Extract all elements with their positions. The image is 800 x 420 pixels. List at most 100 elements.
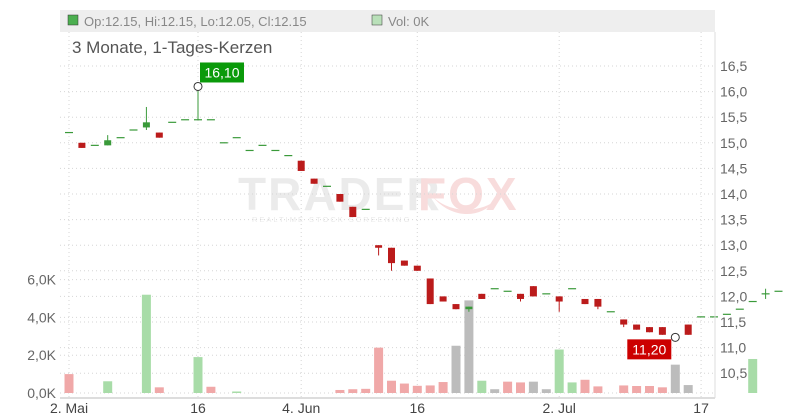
volume-bar xyxy=(490,389,500,393)
candle-body xyxy=(439,296,447,302)
price-tick-label: 14,5 xyxy=(720,160,747,176)
volume-bars xyxy=(64,294,758,393)
low-marker-dot xyxy=(670,332,680,342)
price-tick-label: 12,0 xyxy=(720,288,747,304)
volume-bar xyxy=(670,364,680,393)
volume-bar xyxy=(451,345,461,393)
volume-bar xyxy=(528,381,538,393)
candle-body xyxy=(155,132,163,138)
candle-body xyxy=(465,306,473,310)
volume-bar xyxy=(361,388,371,393)
volume-bar xyxy=(683,385,693,393)
candle-body xyxy=(633,324,641,330)
volume-bar xyxy=(632,386,642,393)
candle-body xyxy=(336,194,344,202)
volume-tick-label: 6,0K xyxy=(27,272,56,288)
price-tick-label: 10,5 xyxy=(720,365,747,381)
price-tick-label: 16,5 xyxy=(720,58,747,74)
watermark-tagline: REALTIME STOCK SCREENING xyxy=(252,215,411,224)
candle-body xyxy=(529,286,537,297)
high-marker-dot xyxy=(193,81,203,91)
volume-bar xyxy=(141,294,151,393)
candle-body xyxy=(400,260,408,266)
volume-bar xyxy=(593,386,603,393)
volume-bar xyxy=(425,385,435,393)
volume-bar xyxy=(438,382,448,393)
volume-bar xyxy=(64,374,74,393)
volume-bar xyxy=(206,386,216,393)
volume-bar xyxy=(399,383,409,393)
volume-bar xyxy=(193,357,203,393)
volume-bar xyxy=(154,387,164,393)
price-tick-label: 13,0 xyxy=(720,237,747,253)
candle-body xyxy=(104,140,112,146)
candle-body xyxy=(620,319,628,325)
x-tick-label: 17 xyxy=(693,400,709,416)
candle-body xyxy=(349,206,357,218)
volume-bar xyxy=(567,382,577,393)
price-tick-label: 15,5 xyxy=(720,109,747,125)
price-tick-label: 12,5 xyxy=(720,263,747,279)
candles xyxy=(65,86,783,338)
volume-tick-label: 0,0K xyxy=(27,385,56,401)
volume-bar xyxy=(503,381,513,393)
legend-bar xyxy=(60,10,715,32)
candle-body xyxy=(517,293,524,299)
volume-bar xyxy=(619,385,629,393)
candle-body xyxy=(478,293,486,299)
volume-bar xyxy=(645,386,654,393)
volume-bar xyxy=(657,387,667,393)
high-marker-box xyxy=(200,62,244,83)
volume-bar xyxy=(516,382,525,393)
candle-body xyxy=(581,298,589,305)
candle-body xyxy=(684,324,692,335)
volume-bar xyxy=(232,391,242,393)
volume-bar xyxy=(541,389,551,393)
low-marker-label: 11,20 xyxy=(632,341,666,357)
x-tick-label: 2. Jul xyxy=(542,400,575,416)
watermark: TRADER FOX REALTIME STOCK SCREENING xyxy=(238,168,517,224)
volume-bar xyxy=(348,389,358,393)
price-tick-label: 11,0 xyxy=(720,340,746,356)
volume-bar xyxy=(554,349,564,393)
volume-bar xyxy=(748,358,758,393)
x-tick-label: 16 xyxy=(190,400,206,416)
price-tick-label: 15,0 xyxy=(720,135,747,151)
price-tick-label: 11,5 xyxy=(720,314,746,330)
chart-subtitle: 3 Monate, 1-Tages-Kerzen xyxy=(72,38,272,57)
candle-body xyxy=(413,265,421,271)
volume-bar xyxy=(464,300,474,393)
volume-bar xyxy=(103,381,113,393)
candle-body xyxy=(646,327,653,333)
candle-body xyxy=(310,178,318,184)
candle-body xyxy=(388,247,395,264)
x-tick-label: 4. Jun xyxy=(282,400,320,416)
volume-bar xyxy=(374,347,384,393)
high-marker-label: 16,10 xyxy=(204,64,239,80)
volume-bar xyxy=(387,380,396,393)
x-tick-label: 16 xyxy=(410,400,426,416)
axes: 16,5 16,0 15,5 15,0 14,5 14,0 13,5 13,0 12,5 12,0… xyxy=(27,32,747,416)
volume-bar xyxy=(477,380,487,393)
legend-volume-swatch xyxy=(371,14,383,26)
legend-ohlc: Op:12.15, Hi:12.15, Lo:12.05, Cl:12.15 xyxy=(84,14,307,29)
price-tick-label: 13,5 xyxy=(720,212,747,228)
candle-body xyxy=(142,122,150,128)
x-tick-label: 2. Mai xyxy=(50,400,88,416)
price-tick-label: 16,0 xyxy=(720,84,747,100)
fox-tail-icon xyxy=(432,196,494,215)
candle-body xyxy=(555,296,563,302)
candle-body xyxy=(658,327,666,335)
volume-bar xyxy=(335,389,345,393)
volume-tick-label: 2,0K xyxy=(27,347,56,363)
legend-price-swatch xyxy=(67,14,79,26)
candle-body xyxy=(426,278,434,305)
volume-bar xyxy=(580,379,590,393)
annotations: 16,10 11,20 xyxy=(193,62,680,360)
price-tick-label: 14,0 xyxy=(720,186,747,202)
legend-volume: Vol: 0K xyxy=(388,14,430,29)
low-marker-box xyxy=(627,339,672,360)
candle-body xyxy=(297,160,305,171)
